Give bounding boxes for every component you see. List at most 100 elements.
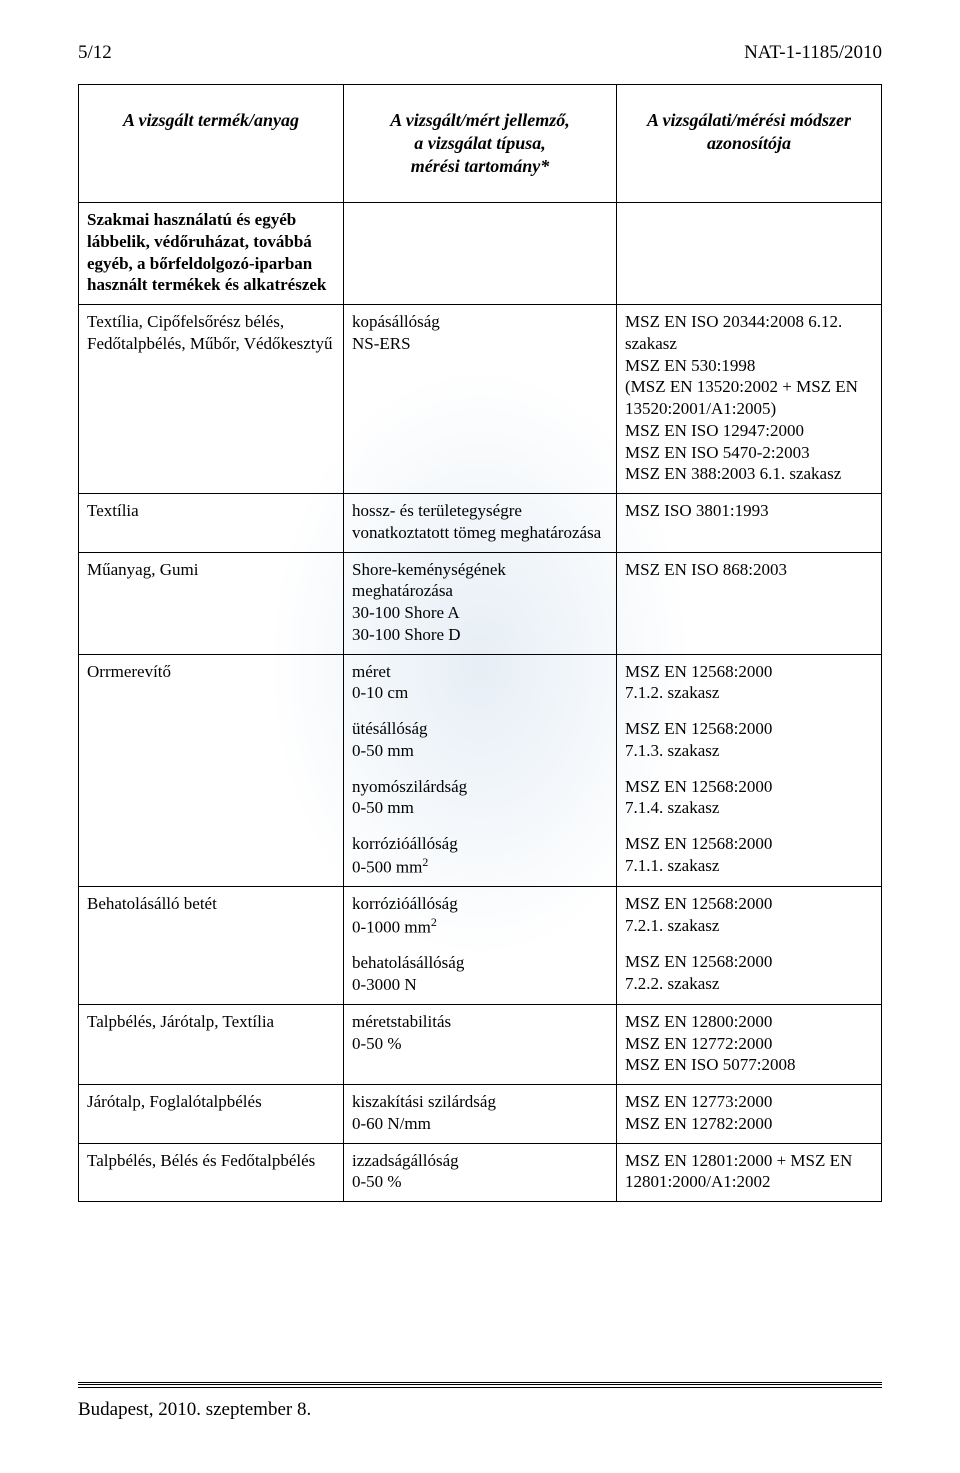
cell-characteristic: korrózióállóság0-1000 mm2 behatolásállósá… bbox=[343, 887, 616, 1005]
char-line: Shore-keménységének meghatározása bbox=[352, 559, 608, 603]
cell-standard: MSZ EN 12568:20007.2.1. szakaszMSZ EN 12… bbox=[617, 887, 882, 1005]
table-row: Járótalp, Foglalótalpbéléskiszakítási sz… bbox=[79, 1085, 882, 1144]
header-row: 5/12 NAT-1-1185/2010 bbox=[78, 42, 882, 64]
page: 5/12 NAT-1-1185/2010 A vizsgált termék/a… bbox=[0, 0, 960, 1473]
footer-rule bbox=[78, 1382, 882, 1385]
table-body: Szakmai használatú és egyéb lábbelik, vé… bbox=[79, 203, 882, 1202]
cell-product: Textília, Cipőfelsőrész bélés, Fedőtalpb… bbox=[79, 305, 344, 494]
standard-line: MSZ EN 12773:2000 bbox=[625, 1091, 873, 1113]
standard-block: MSZ EN 12568:20007.2.2. szakasz bbox=[625, 951, 873, 995]
cell-product: Orrmerevítő bbox=[79, 654, 344, 887]
standard-line: MSZ EN 12568:2000 bbox=[625, 951, 873, 973]
table-row: Behatolásálló betétkorrózióállóság0-1000… bbox=[79, 887, 882, 1005]
cell-characteristic: izzadságállóság0-50 % bbox=[343, 1143, 616, 1202]
cell-characteristic: méret0-10 cmütésállóság0-50 mmnyomószilá… bbox=[343, 654, 616, 887]
char-line: ütésállóság bbox=[352, 718, 608, 740]
col3-line2: azonosítója bbox=[707, 133, 791, 153]
cell-product: Talpbélés, Bélés és Fedőtalpbélés bbox=[79, 1143, 344, 1202]
characteristic-block: korrózióállóság0-1000 mm2 bbox=[352, 893, 608, 938]
col-header-1: A vizsgált termék/anyag bbox=[79, 85, 344, 203]
standard-line: MSZ EN ISO 5077:2008 bbox=[625, 1054, 873, 1076]
table-row: Textíliahossz- és területegységre vonatk… bbox=[79, 494, 882, 553]
col3-line1: A vizsgálati/mérési módszer bbox=[647, 110, 851, 130]
char-line: NS-ERS bbox=[352, 333, 608, 355]
table-row: Textília, Cipőfelsőrész bélés, Fedőtalpb… bbox=[79, 305, 882, 494]
characteristic-block: kopásállóságNS-ERS bbox=[352, 311, 608, 355]
superscript: 2 bbox=[431, 915, 437, 929]
char-line: 30-100 Shore D bbox=[352, 624, 608, 646]
standard-line: MSZ EN ISO 20344:2008 6.12. szakasz bbox=[625, 311, 873, 355]
char-line: kiszakítási szilárdság bbox=[352, 1091, 608, 1113]
col-header-2: A vizsgált/mért jellemző, a vizsgálat tí… bbox=[343, 85, 616, 203]
char-line: 0-10 cm bbox=[352, 682, 608, 704]
cell-standard: MSZ EN ISO 868:2003 bbox=[617, 552, 882, 654]
char-line: 0-50 mm bbox=[352, 740, 608, 762]
standard-line: MSZ ISO 3801:1993 bbox=[625, 500, 873, 522]
standard-line: (MSZ EN 13520:2002 + MSZ EN 13520:2001/A… bbox=[625, 376, 873, 420]
standard-block: MSZ EN 12568:20007.1.4. szakasz bbox=[625, 776, 873, 820]
char-line: nyomószilárdság bbox=[352, 776, 608, 798]
characteristic-block: behatolásállóság0-3000 N bbox=[352, 952, 608, 996]
cell-standard: MSZ EN 12568:20007.1.2. szakaszMSZ EN 12… bbox=[617, 654, 882, 887]
standard-line: MSZ EN 12782:2000 bbox=[625, 1113, 873, 1135]
cell-product: Járótalp, Foglalótalpbélés bbox=[79, 1085, 344, 1144]
table-row: Talpbélés, Járótalp, Textíliaméretstabil… bbox=[79, 1004, 882, 1084]
cell-characteristic: méretstabilitás0-50 % bbox=[343, 1004, 616, 1084]
standard-line: MSZ EN 12801:2000 + MSZ EN 12801:2000/A1… bbox=[625, 1150, 873, 1194]
characteristic-block: izzadságállóság0-50 % bbox=[352, 1150, 608, 1194]
characteristic-block: kiszakítási szilárdság0-60 N/mm bbox=[352, 1091, 608, 1135]
page-number: 5/12 bbox=[78, 42, 112, 64]
section-heading-row: Szakmai használatú és egyéb lábbelik, vé… bbox=[79, 203, 882, 305]
cell-characteristic: kiszakítási szilárdság0-60 N/mm bbox=[343, 1085, 616, 1144]
char-line: izzadságállóság bbox=[352, 1150, 608, 1172]
char-line: 0-500 mm2 bbox=[352, 855, 608, 878]
cell-product: Textília bbox=[79, 494, 344, 553]
standard-line: 7.1.4. szakasz bbox=[625, 797, 873, 819]
standard-line: MSZ EN 388:2003 6.1. szakasz bbox=[625, 463, 873, 485]
char-line: kopásállóság bbox=[352, 311, 608, 333]
standard-line: MSZ EN 12772:2000 bbox=[625, 1033, 873, 1055]
section-heading-empty3 bbox=[617, 203, 882, 305]
standard-line: MSZ EN 12568:2000 bbox=[625, 718, 873, 740]
cell-standard: MSZ EN 12800:2000MSZ EN 12772:2000MSZ EN… bbox=[617, 1004, 882, 1084]
characteristic-block: méret0-10 cm bbox=[352, 661, 608, 705]
char-line: 0-1000 mm2 bbox=[352, 915, 608, 938]
standard-block: MSZ EN 12568:20007.2.1. szakasz bbox=[625, 893, 873, 937]
standard-line: MSZ EN ISO 5470-2:2003 bbox=[625, 442, 873, 464]
characteristic-block: ütésállóság0-50 mm bbox=[352, 718, 608, 762]
main-table: A vizsgált termék/anyag A vizsgált/mért … bbox=[78, 84, 882, 1202]
char-line: méret bbox=[352, 661, 608, 683]
cell-product: Műanyag, Gumi bbox=[79, 552, 344, 654]
col-header-3: A vizsgálati/mérési módszer azonosítója bbox=[617, 85, 882, 203]
standard-line: MSZ EN 12568:2000 bbox=[625, 661, 873, 683]
standard-line: 7.1.1. szakasz bbox=[625, 855, 873, 877]
char-line: 0-50 mm bbox=[352, 797, 608, 819]
cell-product: Behatolásálló betét bbox=[79, 887, 344, 1005]
standard-line: MSZ EN 12568:2000 bbox=[625, 893, 873, 915]
cell-characteristic: kopásállóságNS-ERS bbox=[343, 305, 616, 494]
standard-line: MSZ EN 12800:2000 bbox=[625, 1011, 873, 1033]
superscript: 2 bbox=[422, 855, 428, 869]
standard-line: 7.2.1. szakasz bbox=[625, 915, 873, 937]
char-line: méretstabilitás bbox=[352, 1011, 608, 1033]
char-line: hossz- és területegységre vonatkoztatott… bbox=[352, 500, 608, 544]
cell-standard: MSZ EN 12773:2000MSZ EN 12782:2000 bbox=[617, 1085, 882, 1144]
standard-line: 7.1.3. szakasz bbox=[625, 740, 873, 762]
cell-product: Talpbélés, Járótalp, Textília bbox=[79, 1004, 344, 1084]
footer-text: Budapest, 2010. szeptember 8. bbox=[78, 1399, 311, 1421]
col2-line1: A vizsgált/mért jellemző, bbox=[390, 110, 570, 130]
standard-line: MSZ EN ISO 12947:2000 bbox=[625, 420, 873, 442]
col2-line3: mérési tartomány* bbox=[411, 156, 550, 176]
cell-characteristic: Shore-keménységének meghatározása 30-100 … bbox=[343, 552, 616, 654]
standard-line: MSZ EN 12568:2000 bbox=[625, 833, 873, 855]
char-line: korrózióállóság bbox=[352, 893, 608, 915]
section-heading: Szakmai használatú és egyéb lábbelik, vé… bbox=[79, 203, 344, 305]
table-head: A vizsgált termék/anyag A vizsgált/mért … bbox=[79, 85, 882, 203]
characteristic-block: hossz- és területegységre vonatkoztatott… bbox=[352, 500, 608, 544]
cell-standard: MSZ EN 12801:2000 + MSZ EN 12801:2000/A1… bbox=[617, 1143, 882, 1202]
standard-line: MSZ EN 12568:2000 bbox=[625, 776, 873, 798]
char-line: korrózióállóság bbox=[352, 833, 608, 855]
standard-line: MSZ EN ISO 868:2003 bbox=[625, 559, 873, 581]
characteristic-block: Shore-keménységének meghatározása 30-100 … bbox=[352, 559, 608, 646]
table-row: Talpbélés, Bélés és Fedőtalpbélésizzadsá… bbox=[79, 1143, 882, 1202]
